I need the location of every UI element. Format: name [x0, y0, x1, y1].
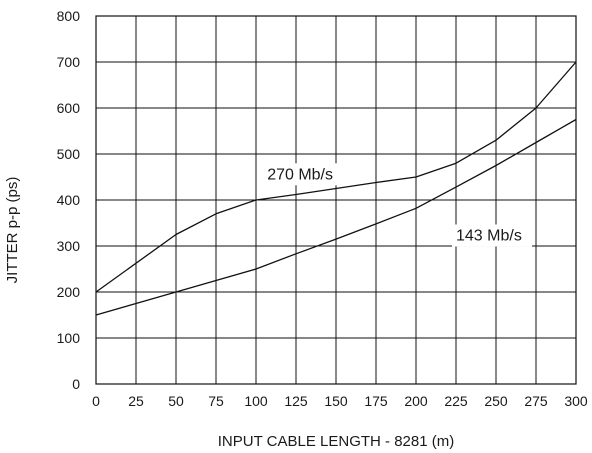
x-tick-label: 0 — [92, 393, 100, 409]
annotation-background — [452, 224, 532, 247]
plot-frame — [95, 15, 577, 385]
x-tick-label: 275 — [524, 393, 548, 409]
y-tick-label: 400 — [57, 192, 81, 208]
x-tick-label: 75 — [208, 393, 224, 409]
series-line-270mbps — [95, 61, 577, 293]
x-tick-label: 175 — [364, 393, 388, 409]
x-tick-label: 150 — [324, 393, 348, 409]
x-tick-label: 25 — [128, 393, 144, 409]
x-axis-title: INPUT CABLE LENGTH - 8281 (m) — [218, 433, 454, 450]
annotation-layer: 270 Mb/s 143 Mb/s — [263, 163, 532, 247]
y-tick-label: 500 — [57, 146, 81, 162]
y-tick-label: 800 — [57, 8, 81, 24]
tick-labels: 0 25 50 75 100 125 150 175 200 225 250 275 300 0 100 20… — [57, 8, 588, 409]
x-tick-label: 100 — [244, 393, 268, 409]
x-tick-label: 50 — [168, 393, 184, 409]
y-tick-label: 100 — [57, 330, 81, 346]
x-tick-label: 200 — [404, 393, 428, 409]
y-tick-label: 0 — [72, 376, 80, 392]
series-annotation: 143 Mb/s — [456, 227, 522, 244]
x-tick-label: 300 — [564, 393, 588, 409]
series-annotation: 270 Mb/s — [267, 166, 333, 183]
y-tick-label: 200 — [57, 284, 81, 300]
annotation-background — [263, 163, 344, 186]
grid — [95, 15, 577, 385]
series-line-143mbps — [95, 118, 577, 316]
y-tick-label: 600 — [57, 100, 81, 116]
x-tick-label: 250 — [484, 393, 508, 409]
x-tick-label: 225 — [444, 393, 468, 409]
y-tick-label: 700 — [57, 54, 81, 70]
y-axis-title: JITTER p-p (ps) — [4, 177, 21, 284]
series-layer — [95, 61, 577, 316]
x-tick-label: 125 — [284, 393, 308, 409]
y-tick-label: 300 — [57, 238, 81, 254]
